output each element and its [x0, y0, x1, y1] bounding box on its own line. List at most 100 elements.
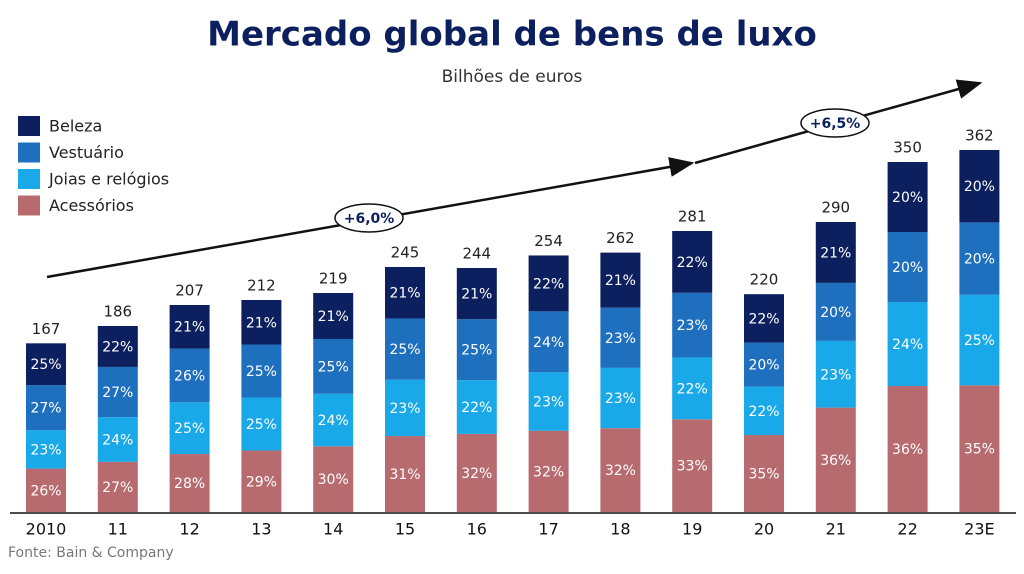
segment-label: 32% [461, 466, 492, 482]
segment-label: 24% [102, 432, 133, 448]
segment-label: 23% [605, 391, 636, 407]
bar-segment [672, 231, 713, 293]
segment-label: 25% [246, 364, 277, 380]
segment-label: 32% [605, 463, 636, 479]
x-tick-label: 16 [467, 520, 487, 539]
segment-label: 25% [318, 359, 349, 375]
segment-label: 26% [30, 483, 61, 499]
bar-segment [313, 393, 354, 447]
segment-label: 23% [389, 401, 420, 417]
bar-segment [815, 282, 856, 341]
bar-segment [241, 450, 282, 512]
segment-label: 20% [748, 358, 779, 374]
segment-label: 23% [677, 318, 708, 334]
bar-segment [241, 344, 282, 398]
annotation: +6,0% [344, 211, 395, 227]
segment-label: 36% [892, 442, 923, 458]
bar-segment [169, 402, 210, 455]
segment-label: 22% [677, 255, 708, 271]
segment-label: 21% [174, 320, 205, 336]
segment-label: 27% [30, 401, 61, 417]
bar-segment [744, 386, 784, 435]
total-label: 186 [103, 303, 132, 321]
segment-label: 25% [30, 357, 61, 373]
x-tick-label: 17 [538, 520, 558, 539]
bar-segment [959, 294, 1000, 386]
total-label: 245 [391, 244, 420, 262]
legend-swatch [18, 116, 40, 136]
bar-segment [26, 343, 66, 386]
segment-label: 27% [102, 385, 133, 401]
x-tick-label: 13 [251, 520, 271, 539]
bar-segment [815, 222, 856, 283]
legend-label: Acessórios [49, 196, 134, 215]
segment-label: 35% [748, 467, 779, 483]
annotation-bubble [334, 203, 404, 233]
bar-segment [169, 454, 210, 512]
bar-segment [528, 311, 569, 373]
legend-label: Beleza [49, 117, 102, 136]
legend-label: Vestuário [49, 143, 124, 162]
segment-label: 21% [389, 286, 420, 302]
bar-segment [313, 293, 354, 339]
segment-label: 20% [964, 179, 995, 195]
segment-label: 23% [820, 367, 851, 383]
segment-label: 28% [174, 476, 205, 492]
segment-label: 27% [102, 480, 133, 496]
total-label: 262 [606, 229, 635, 247]
segment-label: 32% [533, 464, 564, 480]
bar-segment [744, 435, 784, 512]
segment-label: 22% [102, 339, 133, 355]
bar-segment [385, 436, 425, 512]
bar-segment [528, 255, 569, 312]
total-label: 362 [965, 127, 994, 145]
segment-label: 29% [246, 474, 277, 490]
bar-segment [313, 446, 354, 512]
segment-label: 21% [820, 245, 851, 261]
total-label: 220 [750, 271, 779, 289]
bar-segment [26, 385, 66, 431]
bar-segment [456, 380, 497, 434]
segment-label: 21% [318, 309, 349, 325]
segment-label: 22% [533, 276, 564, 292]
bar-segment [97, 326, 138, 367]
total-label: 219 [319, 270, 348, 288]
bar-segment [887, 232, 928, 302]
segment-label: 20% [964, 252, 995, 268]
annotation: +6,5% [810, 116, 861, 132]
bar-segment [26, 430, 66, 469]
bar-segment [600, 252, 641, 308]
segment-label: 20% [820, 305, 851, 321]
legend-swatch [18, 142, 40, 163]
x-tick-label: 11 [108, 520, 128, 539]
total-label: 207 [175, 282, 204, 300]
segment-label: 25% [461, 343, 492, 359]
segment-label: 33% [677, 459, 708, 475]
total-label: 254 [534, 232, 563, 250]
x-tick-label: 2010 [26, 520, 67, 539]
segment-label: 21% [461, 287, 492, 303]
legend-swatch [18, 195, 40, 216]
bar-segment [385, 318, 425, 380]
bar-segment [313, 338, 354, 394]
annotation-bubble [800, 108, 870, 138]
segment-label: 30% [318, 472, 349, 488]
x-tick-label: 20 [754, 520, 774, 539]
x-tick-label: 18 [610, 520, 630, 539]
segment-label: 26% [174, 368, 205, 384]
segment-label: 36% [820, 453, 851, 469]
bar-segment [385, 267, 425, 319]
bar-segment [169, 305, 210, 349]
x-tick-label: 14 [323, 520, 343, 539]
bar-segment [887, 386, 928, 512]
bar-segment [241, 397, 282, 451]
segment-label: 25% [389, 342, 420, 358]
segment-label: 22% [677, 381, 708, 397]
legend-swatch [18, 169, 40, 189]
bar-segment [815, 340, 856, 408]
bar-segment [600, 307, 641, 368]
segment-label: 23% [30, 442, 61, 458]
segment-label: 24% [892, 337, 923, 353]
bar-segment [959, 222, 1000, 295]
